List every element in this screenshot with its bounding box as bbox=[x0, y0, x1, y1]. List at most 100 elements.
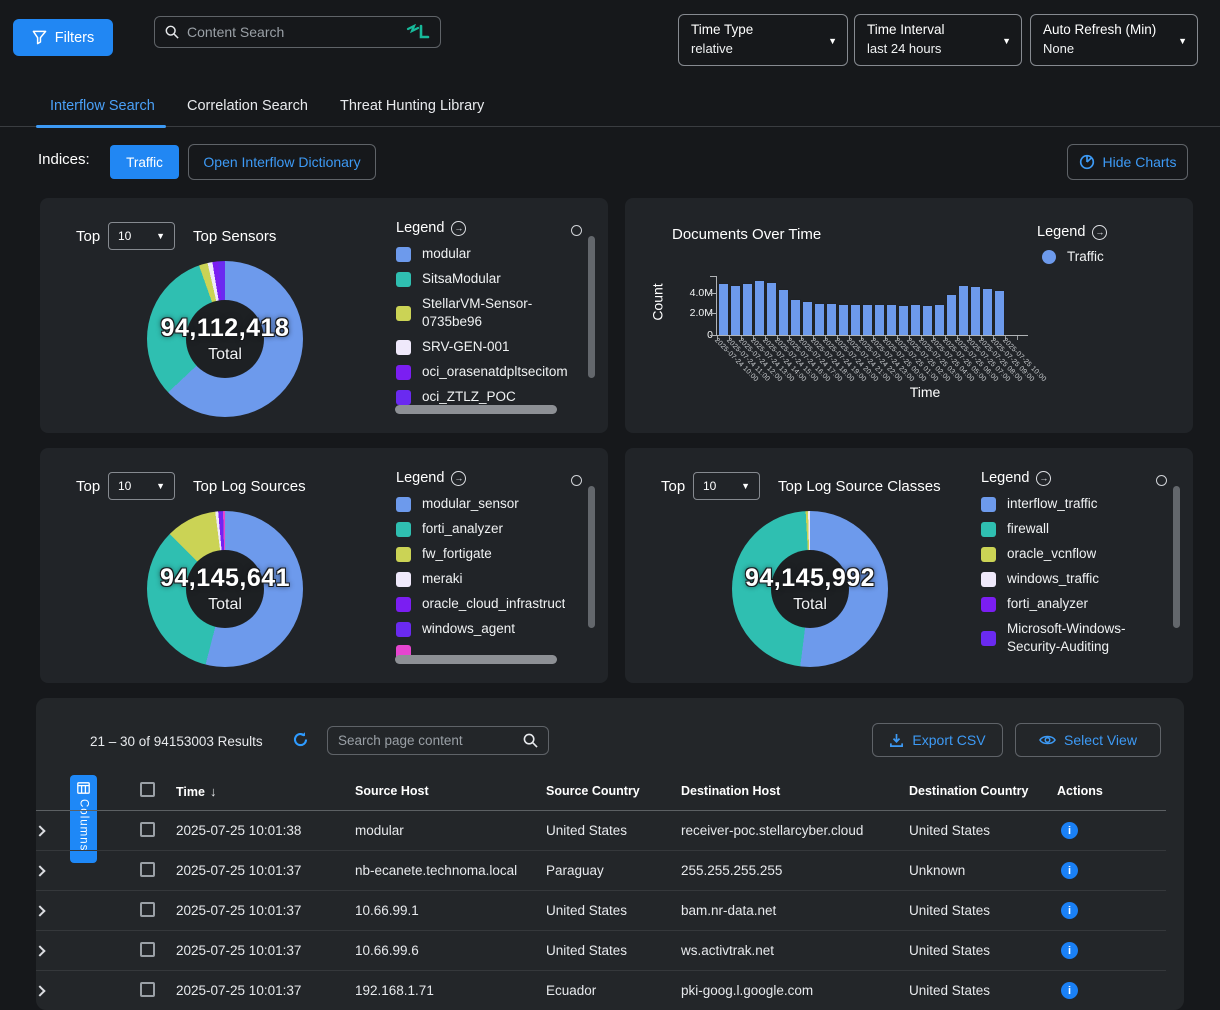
legend-item[interactable]: windows_agent bbox=[396, 620, 572, 638]
table-row[interactable]: 2025-07-25 10:01:37 10.66.99.1 United Stat… bbox=[36, 891, 1166, 931]
legend-item[interactable]: windows_traffic bbox=[981, 570, 1157, 588]
row-checkbox[interactable] bbox=[140, 861, 155, 877]
auto-refresh-dropdown[interactable]: Auto Refresh (Min) None bbox=[1030, 14, 1198, 66]
traffic-bar[interactable] bbox=[994, 290, 1005, 335]
traffic-bar[interactable] bbox=[898, 304, 909, 335]
legend-item[interactable]: StellarVM-Sensor-0735be96 bbox=[396, 295, 572, 331]
traffic-bar[interactable] bbox=[838, 303, 849, 335]
filters-button[interactable]: Filters bbox=[13, 19, 113, 56]
traffic-bar[interactable] bbox=[1006, 334, 1017, 335]
legend-vertical-scrollbar[interactable] bbox=[588, 486, 595, 628]
column-header-destination-country[interactable]: Destination Country bbox=[909, 784, 1029, 798]
columns-button[interactable]: Columns bbox=[70, 775, 97, 863]
traffic-bar[interactable] bbox=[850, 304, 861, 335]
column-header-source-country[interactable]: Source Country bbox=[546, 784, 640, 798]
legend-item[interactable]: oci_orasenatdpltsecitom bbox=[396, 363, 572, 381]
legend-item[interactable]: oracle_cloud_infrastruct bbox=[396, 595, 572, 613]
refresh-icon[interactable] bbox=[292, 731, 309, 753]
expand-row-icon[interactable] bbox=[36, 865, 46, 877]
traffic-bar[interactable] bbox=[790, 299, 801, 335]
table-row[interactable]: 2025-07-25 10:01:37 192.168.1.71 Ecuador pk… bbox=[36, 971, 1166, 1010]
legend-vertical-scrollbar[interactable] bbox=[1173, 486, 1180, 628]
top-count-select[interactable]: 10 bbox=[108, 472, 175, 500]
legend-item[interactable]: Traffic bbox=[1042, 249, 1104, 264]
table-row[interactable]: 2025-07-25 10:01:37 10.66.99.6 United Stat… bbox=[36, 931, 1166, 971]
time-interval-dropdown[interactable]: Time Interval last 24 hours bbox=[854, 14, 1022, 66]
traffic-index-button[interactable]: Traffic bbox=[110, 145, 179, 179]
tab-threat-hunting-library[interactable]: Threat Hunting Library bbox=[340, 98, 485, 114]
legend-item[interactable]: oracle_vcnflow bbox=[981, 545, 1157, 563]
export-csv-button[interactable]: Export CSV bbox=[872, 723, 1003, 757]
traffic-bar[interactable] bbox=[862, 303, 873, 335]
donut-chart[interactable] bbox=[147, 511, 303, 667]
traffic-bar[interactable] bbox=[946, 294, 957, 335]
traffic-bar[interactable] bbox=[958, 284, 969, 335]
arrow-right-icon[interactable] bbox=[451, 470, 467, 486]
expand-row-icon[interactable] bbox=[36, 825, 46, 837]
info-icon[interactable] bbox=[1061, 822, 1078, 840]
legend-item[interactable]: forti_analyzer bbox=[396, 520, 572, 538]
arrow-right-icon[interactable] bbox=[1036, 470, 1052, 486]
traffic-bar[interactable] bbox=[982, 288, 993, 335]
legend-item[interactable]: modular_sensor bbox=[396, 495, 572, 513]
open-interflow-dictionary-button[interactable]: Open Interflow Dictionary bbox=[188, 144, 376, 180]
top-count-select[interactable]: 10 bbox=[108, 222, 175, 250]
select-view-button[interactable]: Select View bbox=[1015, 723, 1161, 757]
traffic-bar[interactable] bbox=[718, 283, 729, 335]
info-icon[interactable] bbox=[1061, 982, 1078, 1000]
content-search-input[interactable] bbox=[187, 24, 398, 40]
hide-charts-button[interactable]: Hide Charts bbox=[1067, 144, 1188, 180]
tab-correlation-search[interactable]: Correlation Search bbox=[187, 98, 308, 114]
info-icon[interactable] bbox=[1061, 942, 1078, 960]
legend-item[interactable]: interflow_traffic bbox=[981, 495, 1157, 513]
legend-item[interactable]: SRV-GEN-001 bbox=[396, 338, 572, 356]
column-header-destination-host[interactable]: Destination Host bbox=[681, 784, 781, 798]
legend-item[interactable]: modular bbox=[396, 245, 572, 263]
panel-circle-icon[interactable] bbox=[571, 475, 582, 486]
legend-item[interactable]: Microsoft-Windows-Security-Auditing bbox=[981, 620, 1157, 656]
column-header-source-host[interactable]: Source Host bbox=[355, 784, 429, 798]
legend-item[interactable]: fw_fortigate bbox=[396, 545, 572, 563]
traffic-bar[interactable] bbox=[778, 289, 789, 335]
info-icon[interactable] bbox=[1061, 902, 1078, 920]
arrow-right-icon[interactable] bbox=[1092, 224, 1108, 240]
traffic-bar[interactable] bbox=[754, 280, 765, 335]
row-checkbox[interactable] bbox=[140, 981, 155, 997]
tab-interflow-search[interactable]: Interflow Search bbox=[50, 98, 155, 114]
row-checkbox[interactable] bbox=[140, 901, 155, 917]
traffic-bar[interactable] bbox=[802, 301, 813, 335]
legend-item[interactable]: SitsaModular bbox=[396, 270, 572, 288]
legend-item[interactable]: oci_ZTLZ_POC bbox=[396, 388, 572, 406]
legend-item[interactable]: firewall bbox=[981, 520, 1157, 538]
traffic-bar[interactable] bbox=[970, 286, 981, 335]
column-header-time[interactable]: Time bbox=[176, 784, 355, 799]
traffic-bar[interactable] bbox=[826, 303, 837, 335]
legend-vertical-scrollbar[interactable] bbox=[588, 236, 595, 378]
traffic-bar[interactable] bbox=[922, 305, 933, 335]
panel-circle-icon[interactable] bbox=[1156, 475, 1167, 486]
legend-horizontal-scrollbar[interactable] bbox=[395, 655, 557, 664]
legend-horizontal-scrollbar[interactable] bbox=[395, 405, 557, 414]
row-checkbox[interactable] bbox=[140, 821, 155, 837]
traffic-bar[interactable] bbox=[886, 304, 897, 335]
traffic-bar[interactable] bbox=[934, 304, 945, 335]
traffic-bar[interactable] bbox=[910, 304, 921, 335]
expand-row-icon[interactable] bbox=[36, 945, 46, 957]
table-row[interactable]: 2025-07-25 10:01:37 nb-ecanete.technoma.l… bbox=[36, 851, 1166, 891]
arrow-right-icon[interactable] bbox=[451, 220, 467, 236]
expand-row-icon[interactable] bbox=[36, 985, 46, 997]
info-icon[interactable] bbox=[1061, 862, 1078, 880]
donut-chart[interactable] bbox=[732, 511, 888, 667]
expand-row-icon[interactable] bbox=[36, 905, 46, 917]
traffic-bar[interactable] bbox=[742, 282, 753, 335]
panel-circle-icon[interactable] bbox=[571, 225, 582, 236]
row-checkbox[interactable] bbox=[140, 941, 155, 957]
legend-item[interactable]: forti_analyzer bbox=[981, 595, 1157, 613]
legend-item[interactable]: meraki bbox=[396, 570, 572, 588]
time-type-dropdown[interactable]: Time Type relative bbox=[678, 14, 848, 66]
donut-chart[interactable] bbox=[147, 261, 303, 417]
traffic-bar[interactable] bbox=[730, 285, 741, 335]
top-count-select[interactable]: 10 bbox=[693, 472, 760, 500]
table-row[interactable]: 2025-07-25 10:01:38 modular United States r… bbox=[36, 811, 1166, 851]
page-search-input[interactable] bbox=[338, 733, 515, 748]
